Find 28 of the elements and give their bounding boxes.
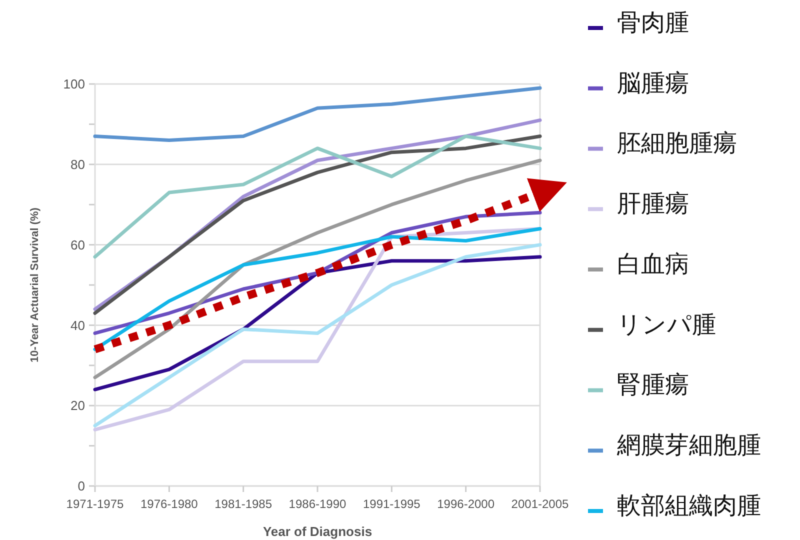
x-tick-label: 1986-1990 [288, 497, 347, 511]
legend-label: リンパ腫 [617, 310, 716, 338]
legend-label: 脳腫瘍 [617, 68, 689, 97]
y-tick-label: 40 [70, 318, 85, 333]
legend-label: 骨肉腫 [617, 8, 689, 36]
x-tick-label: 2001-2005 [511, 497, 570, 511]
x-axis-title: Year of Diagnosis [262, 524, 372, 539]
y-tick-label: 60 [70, 237, 85, 252]
y-tick-label: 0 [78, 478, 85, 494]
legend-label: 白血病 [617, 250, 689, 278]
y-axis-title: 10-Year Actuarial Survival (%) [29, 207, 41, 362]
x-tick-label: 1996-2000 [437, 497, 495, 511]
line-series [93, 86, 542, 142]
x-tick-label: 1976-1980 [140, 497, 198, 511]
legend-label: 胚細胞腫瘍 [617, 129, 737, 158]
legend-label: 腎腫瘍 [617, 370, 689, 399]
x-tick-label: 1971-1975 [66, 497, 124, 511]
legend-label: 軟部組織肉腫 [617, 491, 761, 520]
y-tick-label: 100 [63, 76, 85, 92]
x-tick-label: 1981-1985 [214, 497, 272, 511]
y-tick-label: 80 [70, 156, 85, 172]
y-tick-label: 20 [70, 398, 85, 414]
line-series [93, 158, 542, 380]
legend-label: 網膜芽細胞腫 [616, 431, 761, 460]
line-series [93, 226, 542, 352]
line-series [93, 134, 542, 259]
legend-label: 肝腫瘍 [617, 190, 689, 218]
x-tick-label: 1991-1995 [362, 497, 421, 511]
